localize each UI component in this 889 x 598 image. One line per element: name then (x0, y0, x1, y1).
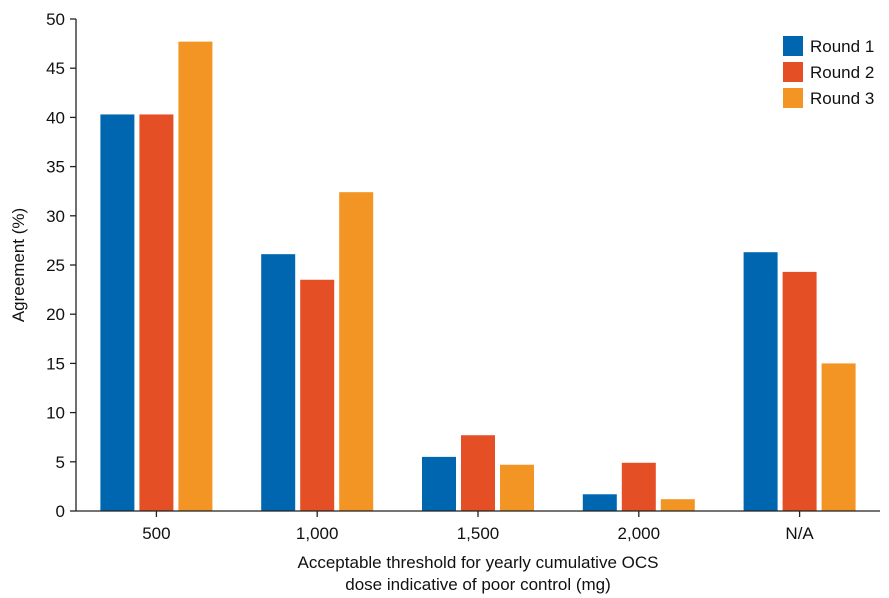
y-tick-label: 20 (46, 305, 65, 324)
x-tick-label: 2,000 (618, 524, 661, 543)
legend-swatch (783, 36, 803, 56)
y-tick-label: 30 (46, 207, 65, 226)
bar-2-5 (782, 271, 817, 511)
x-ticks: 500 1,000 1,500 2,000 N/A (142, 511, 814, 543)
legend-label: Round 3 (810, 89, 874, 108)
y-tick-label: 15 (46, 354, 65, 373)
x-axis-label-line-2: dose indicative of poor control (mg) (345, 575, 611, 594)
y-tick-label: 40 (46, 108, 65, 127)
x-tick-label: 1,500 (457, 524, 500, 543)
bar-1-3 (422, 456, 456, 511)
y-tick-label: 45 (46, 59, 65, 78)
x-tick-label: 1,000 (296, 524, 339, 543)
x-tick-label: 500 (142, 524, 170, 543)
y-tick-label: 10 (46, 404, 65, 423)
legend-label: Round 1 (810, 37, 874, 56)
y-tick-label: 0 (56, 502, 65, 521)
legend: Round 1 Round 2 Round 3 (783, 36, 874, 108)
bar-1-1 (100, 114, 135, 511)
bar-3-4 (660, 499, 695, 511)
y-tick-label: 25 (46, 256, 65, 275)
bar-2-2 (300, 279, 335, 511)
y-ticks: 0 5 10 15 20 25 30 35 40 45 50 (46, 10, 76, 521)
bar-3-3 (500, 464, 534, 511)
x-tick-label: N/A (785, 524, 814, 543)
bar-1-5 (743, 252, 778, 511)
bar-3-2 (339, 192, 374, 511)
x-axis-label-line-1: Acceptable threshold for yearly cumulati… (298, 553, 659, 572)
bar-2-3 (461, 435, 495, 511)
bar-3-1 (178, 41, 213, 512)
legend-label: Round 2 (810, 63, 874, 82)
bar-3-5 (821, 363, 856, 511)
bar-1-4 (582, 494, 617, 511)
y-tick-label: 5 (56, 453, 65, 472)
bar-2-1 (139, 114, 174, 511)
bars-layer (100, 41, 856, 512)
y-axis-label: Agreement (%) (9, 208, 28, 322)
y-tick-label: 35 (46, 158, 65, 177)
legend-swatch (783, 88, 803, 108)
legend-swatch (783, 62, 803, 82)
y-tick-label: 50 (46, 10, 65, 29)
bar-2-4 (621, 462, 656, 511)
bar-1-2 (261, 254, 296, 511)
